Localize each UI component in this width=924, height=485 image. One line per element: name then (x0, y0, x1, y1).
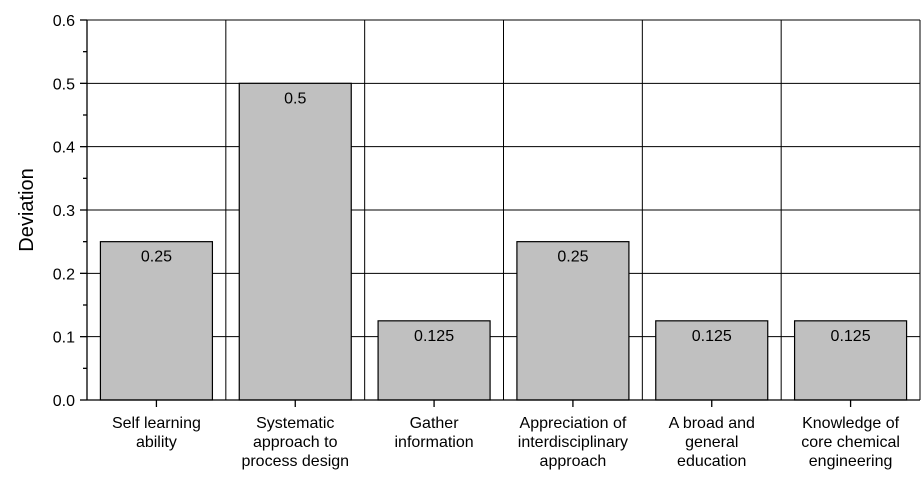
y-tick-label: 0.1 (53, 330, 75, 347)
y-axis-label: Deviation (16, 168, 38, 251)
x-tick-label-line: Appreciation of (520, 415, 627, 432)
bar-data-label: 0.25 (141, 249, 172, 266)
x-tick-label-line: general (685, 434, 738, 451)
bar (99, 241, 214, 401)
x-tick-label: Self learning ability (112, 415, 201, 451)
x-tick-label-line: Knowledge of (802, 415, 900, 432)
bar-data-label: 0.125 (692, 328, 732, 345)
x-tick-label-line: interdisciplinary (518, 434, 628, 451)
y-tick-label: 0.5 (53, 76, 75, 93)
x-tick-label-line: ability (136, 434, 177, 451)
x-tick-label-line: engineering (809, 453, 893, 470)
y-tick-label: 0.6 (53, 13, 75, 30)
grid-lines (87, 19, 921, 400)
x-tick-label-line: approach to (253, 434, 338, 451)
x-tick-label-line: process design (241, 453, 349, 470)
x-tick-label-line: Self learning (112, 415, 201, 432)
bar (238, 82, 352, 401)
x-tick-label-line: core chemical (801, 434, 900, 451)
bar (377, 320, 491, 401)
x-tick-label-line: Gather (410, 415, 460, 432)
x-tick-label: Knowledge of core chemical engineering (801, 415, 900, 470)
y-tick-label: 0.0 (53, 393, 75, 410)
bar (655, 320, 769, 401)
bar (793, 320, 908, 401)
bar-data-label: 0.125 (414, 328, 454, 345)
y-tick-label: 0.4 (53, 140, 75, 157)
bar-data-label: 0.5 (284, 90, 306, 107)
bar (516, 241, 630, 401)
bars: 0.25 0.5 0.125 0.25 0.125 0.125 (99, 82, 908, 401)
bar-data-label: 0.25 (557, 249, 588, 266)
x-tick-label-line: education (677, 453, 746, 470)
x-tick-label: A broad and general education (669, 415, 755, 470)
x-tick-label-line: Systematic (256, 415, 334, 432)
x-tick-label: Gather information (395, 415, 474, 451)
x-tick-label-line: approach (540, 453, 607, 470)
x-tick-label: Systematic approach to process design (241, 415, 349, 470)
axes: 0.0 0.1 0.2 0.3 0.4 0.5 0.6 Self learning abilit… (53, 13, 920, 470)
y-tick-label: 0.2 (53, 266, 75, 283)
y-tick-label: 0.3 (53, 203, 75, 220)
x-tick-label: Appreciation of interdisciplinary approach (518, 415, 628, 470)
x-tick-label-line: information (395, 434, 474, 451)
bar-data-label: 0.125 (831, 328, 871, 345)
x-tick-label-line: A broad and (669, 415, 755, 432)
